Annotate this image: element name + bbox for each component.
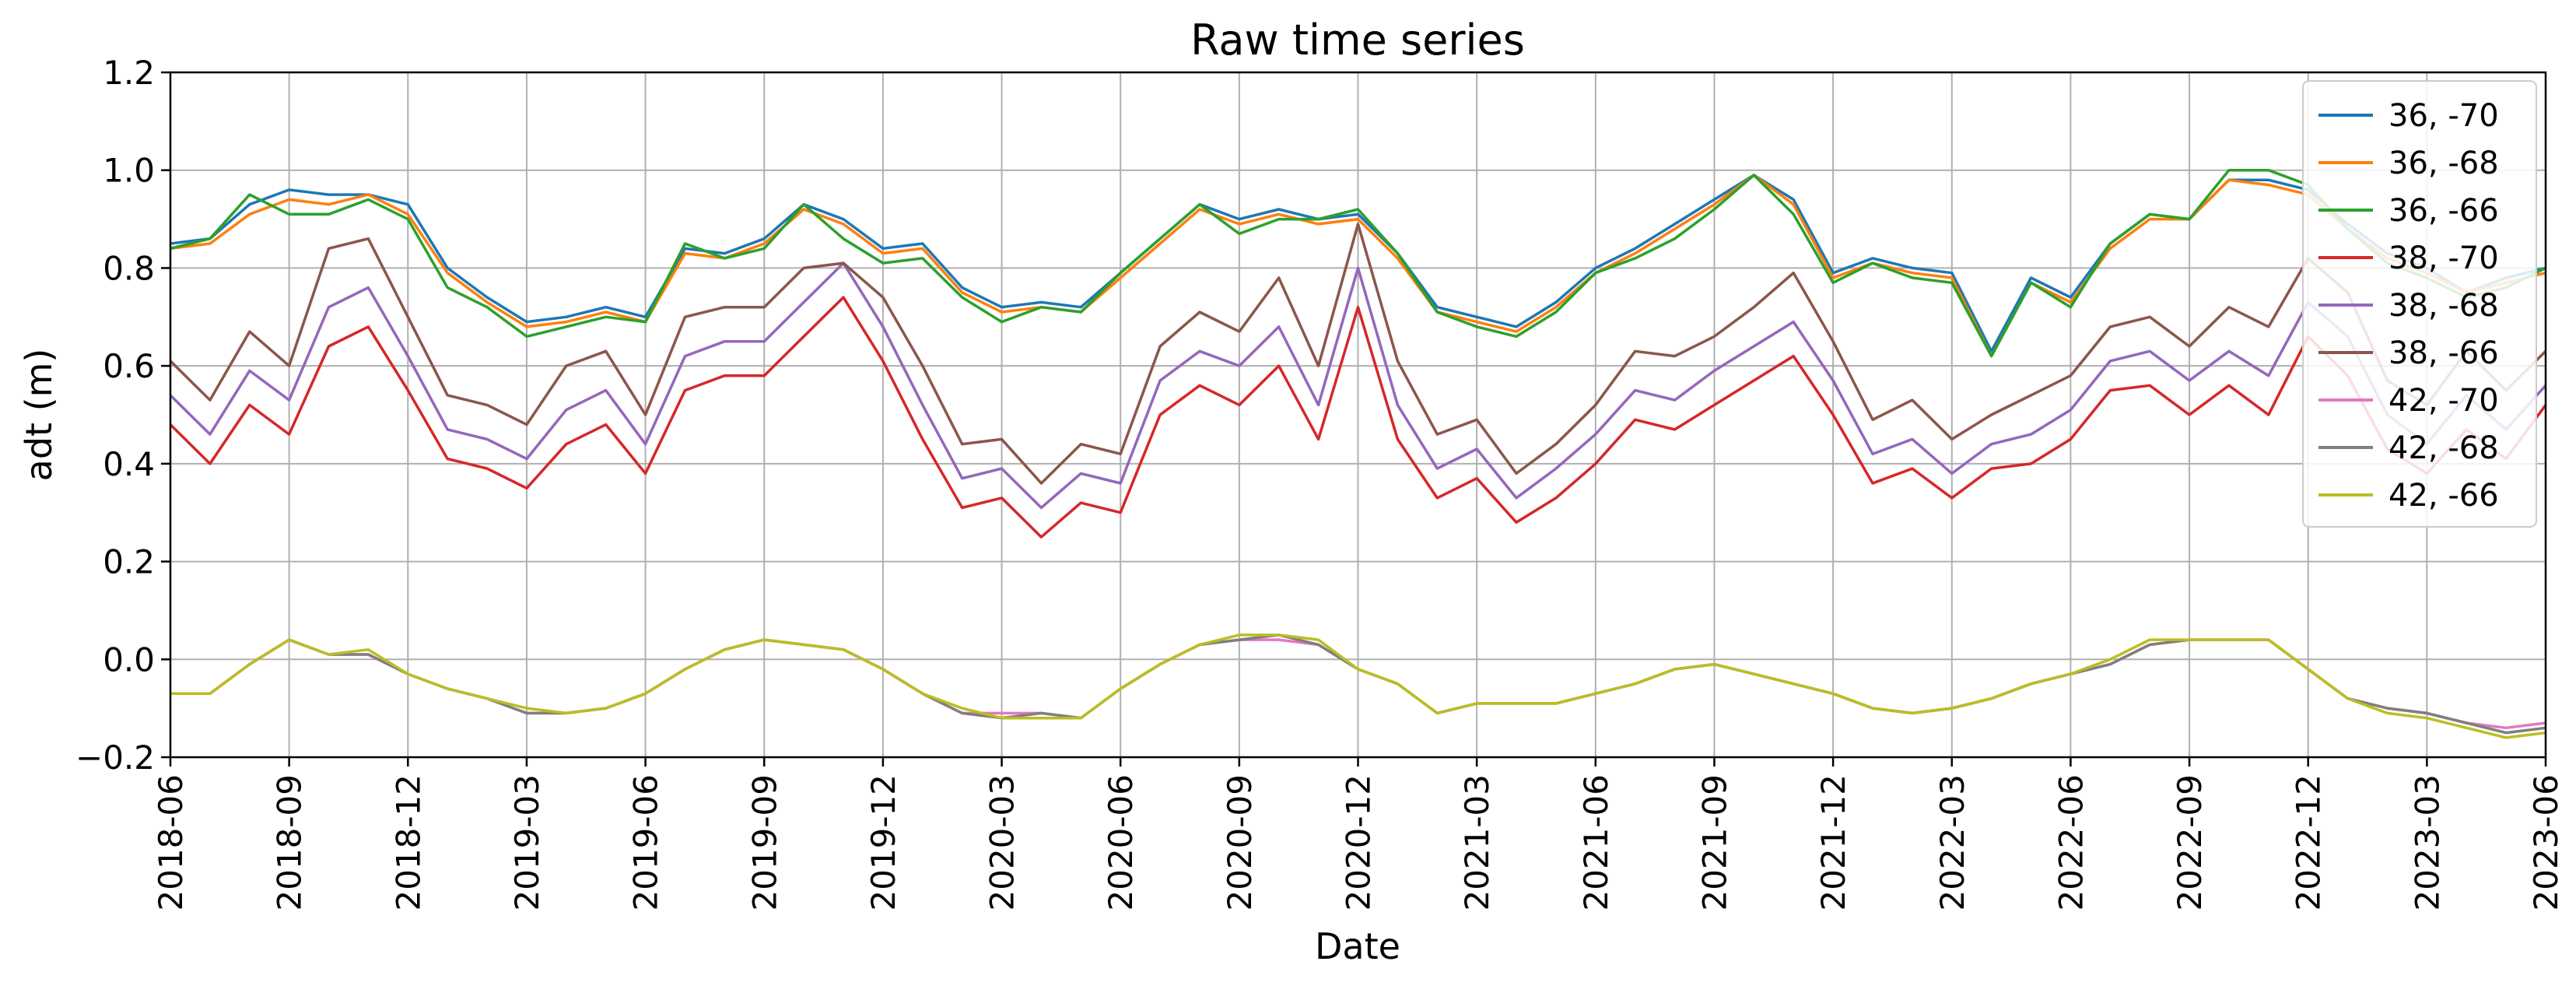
x-tick-label: 2020-06 <box>1102 774 1140 911</box>
x-tick-label: 2018-09 <box>271 774 309 911</box>
series-line-4 <box>170 296 2546 539</box>
legend-label: 36, -70 <box>2388 98 2499 134</box>
y-tick-label: 0.4 <box>103 445 155 483</box>
x-tick-label: 2018-12 <box>389 774 427 911</box>
legend-label: 42, -68 <box>2388 430 2499 466</box>
x-tick-label: 2021-12 <box>1814 774 1852 911</box>
chart-title: Raw time series <box>1190 16 1525 65</box>
x-tick-label: 2022-03 <box>1933 774 1971 911</box>
legend-label: 42, -70 <box>2388 383 2499 419</box>
series-line-5 <box>170 261 2546 510</box>
series-line-2 <box>170 174 2546 358</box>
y-tick-label: 0.8 <box>103 249 155 287</box>
y-tick-label: 0.6 <box>103 347 155 385</box>
legend-label: 36, -68 <box>2388 146 2499 181</box>
x-tick-label: 2018-06 <box>152 774 190 911</box>
x-axis-label: Date <box>1315 925 1400 967</box>
legend: 36, -70 36, -68 36, -66 38, -70 38, -68 38, -… <box>2302 80 2537 528</box>
x-tick-label: 2021-03 <box>1458 774 1496 911</box>
legend-box <box>2302 80 2537 528</box>
y-tick-label: 1.2 <box>103 54 155 92</box>
legend-label: 38, -66 <box>2388 335 2499 371</box>
legend-label: 42, -66 <box>2388 478 2499 514</box>
x-tick-label: 2019-09 <box>745 774 783 911</box>
series-lines <box>170 168 2546 739</box>
y-tick-label: 0.0 <box>103 640 155 679</box>
legend-label: 38, -70 <box>2388 240 2499 276</box>
x-tick-label: 2021-06 <box>1577 774 1615 911</box>
series-line-9 <box>170 633 2546 739</box>
x-tick-label: 2020-03 <box>983 774 1022 911</box>
legend-label: 36, -66 <box>2388 193 2499 229</box>
series-line-6 <box>170 223 2546 485</box>
x-tick-label: 2020-09 <box>1221 774 1259 911</box>
x-tick-label: 2019-03 <box>508 774 546 911</box>
x-axis: 2018-06 2018-09 2018-12 2019-03 2019-06 2019-… <box>152 757 2565 911</box>
series-line-3 <box>170 168 2546 358</box>
y-tick-label: 0.2 <box>103 543 155 581</box>
y-axis-label: adt (m) <box>18 349 60 482</box>
x-tick-label: 2023-06 <box>2527 774 2565 911</box>
x-tick-label: 2021-09 <box>1695 774 1733 911</box>
legend-label: 38, -68 <box>2388 288 2499 324</box>
y-axis: −0.2 0.0 0.2 0.4 0.6 0.8 1.0 1.2 <box>75 54 170 777</box>
x-tick-label: 2019-12 <box>864 774 902 911</box>
x-tick-label: 2022-06 <box>2052 774 2090 911</box>
x-tick-label: 2022-12 <box>2290 774 2328 911</box>
x-tick-label: 2020-12 <box>1340 774 1378 911</box>
x-tick-label: 2019-06 <box>627 774 665 911</box>
x-tick-label: 2022-09 <box>2171 774 2209 911</box>
y-tick-label: −0.2 <box>75 739 155 777</box>
y-tick-label: 1.0 <box>103 152 155 190</box>
x-tick-label: 2023-03 <box>2408 774 2446 911</box>
